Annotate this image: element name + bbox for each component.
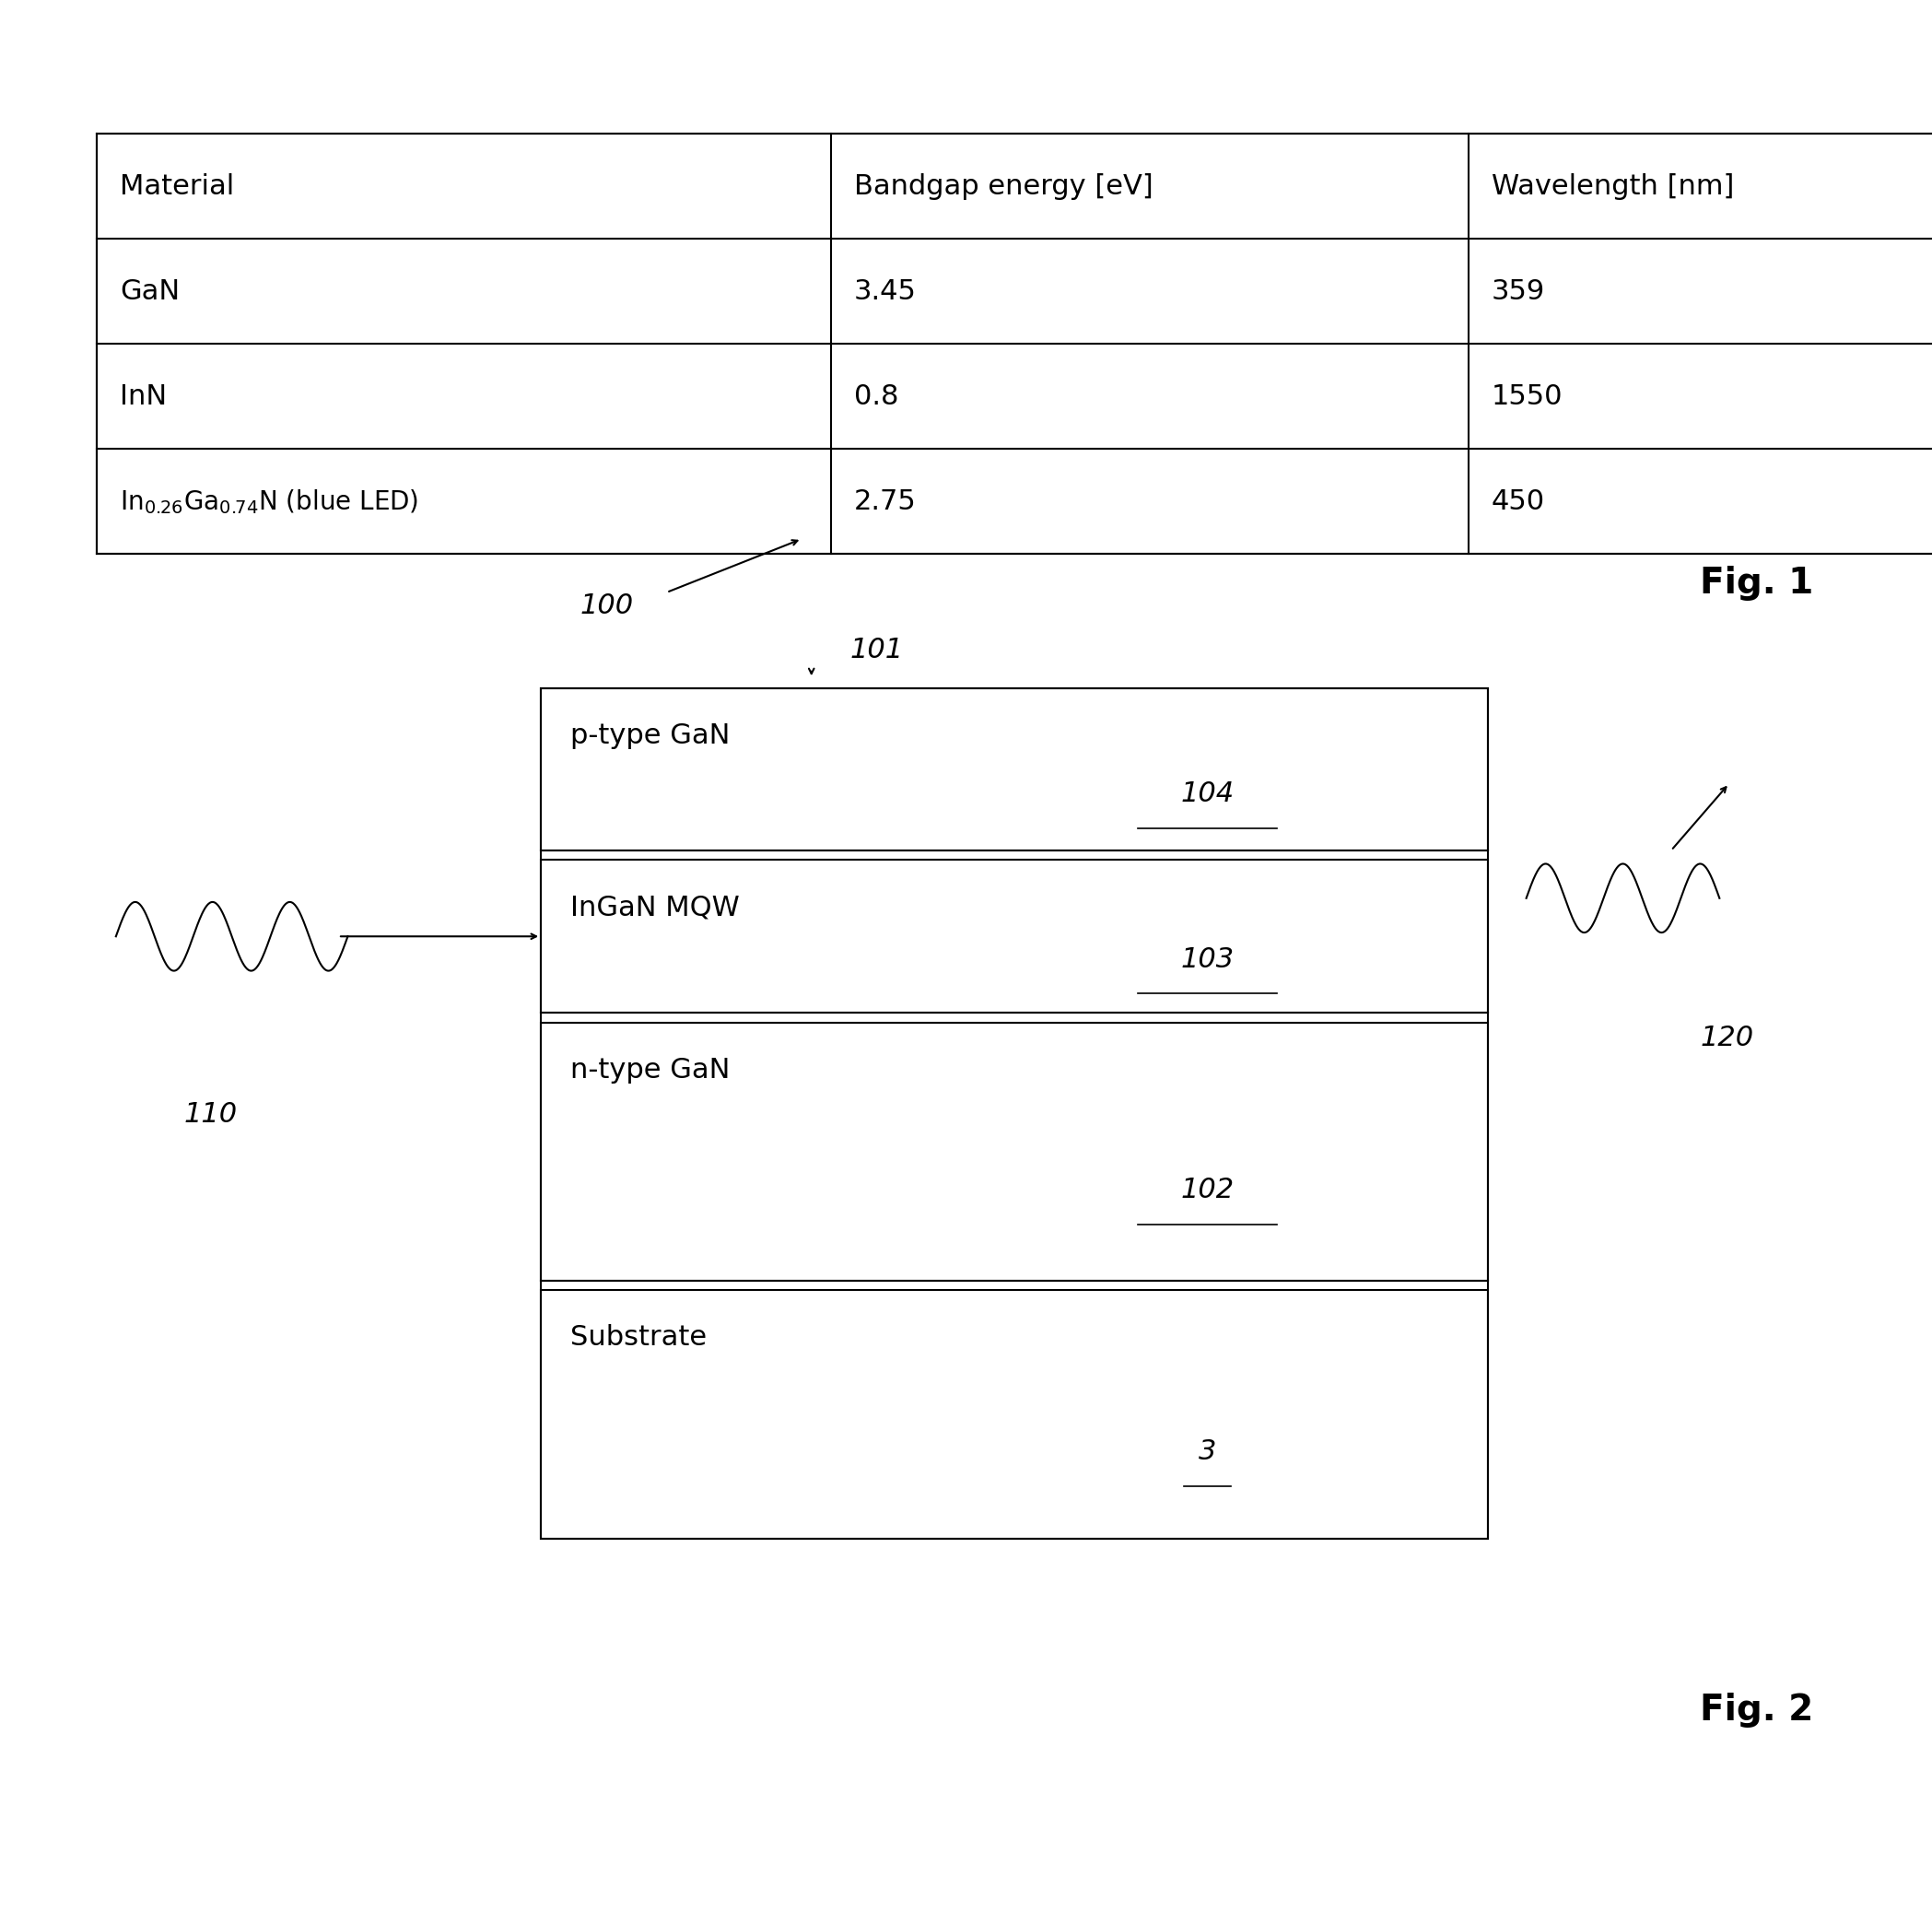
Text: InGaN MQW: InGaN MQW [570, 894, 740, 921]
Text: 1550: 1550 [1492, 384, 1563, 409]
Text: Wavelength [nm]: Wavelength [nm] [1492, 174, 1735, 199]
Text: p-type GaN: p-type GaN [570, 722, 730, 749]
FancyBboxPatch shape [97, 134, 1932, 554]
Text: n-type GaN: n-type GaN [570, 1057, 730, 1084]
Text: Substrate: Substrate [570, 1324, 707, 1351]
Text: 110: 110 [184, 1101, 238, 1127]
Text: 3.45: 3.45 [854, 279, 916, 304]
Text: Bandgap energy [eV]: Bandgap energy [eV] [854, 174, 1153, 199]
FancyBboxPatch shape [541, 688, 1488, 850]
Text: 101: 101 [850, 636, 904, 663]
Text: InN: InN [120, 384, 166, 409]
FancyBboxPatch shape [541, 860, 1488, 1013]
Text: 3: 3 [1198, 1439, 1217, 1464]
Text: 104: 104 [1180, 780, 1235, 806]
Text: 102: 102 [1180, 1177, 1235, 1204]
Text: 2.75: 2.75 [854, 489, 916, 514]
Text: 0.8: 0.8 [854, 384, 898, 409]
Text: 450: 450 [1492, 489, 1546, 514]
Text: Material: Material [120, 174, 234, 199]
Text: 359: 359 [1492, 279, 1546, 304]
Text: $\mathrm{In_{0.26}Ga_{0.74}N}$ (blue LED): $\mathrm{In_{0.26}Ga_{0.74}N}$ (blue LED… [120, 487, 419, 516]
Text: 103: 103 [1180, 946, 1235, 973]
Text: Fig. 2: Fig. 2 [1700, 1693, 1814, 1728]
FancyBboxPatch shape [541, 1290, 1488, 1538]
Text: Fig. 1: Fig. 1 [1700, 566, 1814, 600]
Text: 100: 100 [580, 592, 634, 619]
Text: GaN: GaN [120, 279, 180, 304]
Text: 120: 120 [1700, 1024, 1754, 1051]
FancyBboxPatch shape [541, 1022, 1488, 1280]
